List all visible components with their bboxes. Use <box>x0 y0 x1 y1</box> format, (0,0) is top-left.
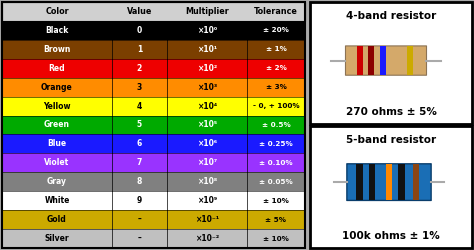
Text: Orange: Orange <box>41 83 73 92</box>
Text: 7: 7 <box>137 158 142 167</box>
Text: ×10⁸: ×10⁸ <box>197 177 217 186</box>
Text: 100k ohms ± 1%: 100k ohms ± 1% <box>342 231 440 241</box>
Text: Gray: Gray <box>47 177 67 186</box>
Text: ± 20%: ± 20% <box>263 28 289 34</box>
Bar <box>2 172 305 191</box>
Text: ×10⁴: ×10⁴ <box>197 102 217 110</box>
Text: 9: 9 <box>137 196 142 205</box>
Text: 4-band resistor: 4-band resistor <box>346 11 436 21</box>
Text: 1: 1 <box>137 45 142 54</box>
Text: - 0, + 100%: - 0, + 100% <box>253 103 299 109</box>
Text: Value: Value <box>127 7 152 16</box>
Bar <box>407 46 413 75</box>
Text: ×10²: ×10² <box>197 64 217 73</box>
Bar <box>2 78 305 96</box>
Text: ± 2%: ± 2% <box>265 65 286 71</box>
Bar <box>310 2 472 124</box>
Text: ± 3%: ± 3% <box>265 84 286 90</box>
Text: Violet: Violet <box>45 158 70 167</box>
Bar <box>369 164 375 200</box>
Bar <box>2 134 305 154</box>
Bar <box>2 191 305 210</box>
Text: ± 10%: ± 10% <box>263 198 289 204</box>
Text: Gold: Gold <box>47 215 67 224</box>
Bar <box>2 96 305 116</box>
Text: ×10⁷: ×10⁷ <box>197 158 217 167</box>
Text: Brown: Brown <box>43 45 71 54</box>
Text: ×10⁻²: ×10⁻² <box>195 234 219 243</box>
Text: Green: Green <box>44 120 70 130</box>
Text: 4: 4 <box>137 102 142 110</box>
Text: ± 0.05%: ± 0.05% <box>259 179 293 185</box>
Bar <box>356 164 363 200</box>
Text: 3: 3 <box>137 83 142 92</box>
Text: ± 0.10%: ± 0.10% <box>259 160 293 166</box>
Text: 5: 5 <box>137 120 142 130</box>
Text: ×10⁹: ×10⁹ <box>197 196 217 205</box>
Text: Color: Color <box>45 7 69 16</box>
Text: –: – <box>137 234 141 243</box>
Text: ± 1%: ± 1% <box>265 46 286 52</box>
Text: Black: Black <box>46 26 69 35</box>
Text: –: – <box>137 215 141 224</box>
Text: ± 0.25%: ± 0.25% <box>259 141 293 147</box>
Text: 270 ohms ± 5%: 270 ohms ± 5% <box>346 107 437 117</box>
Text: 5-band resistor: 5-band resistor <box>346 135 436 145</box>
Bar <box>386 164 392 200</box>
Text: White: White <box>44 196 70 205</box>
Bar <box>2 154 305 172</box>
Text: ×10³: ×10³ <box>197 83 217 92</box>
Text: ×10⁻¹: ×10⁻¹ <box>195 215 219 224</box>
Text: ± 0.5%: ± 0.5% <box>262 122 291 128</box>
Text: ± 5%: ± 5% <box>265 216 286 222</box>
Text: Multiplier: Multiplier <box>185 7 229 16</box>
Bar <box>2 116 305 134</box>
Text: 0: 0 <box>137 26 142 35</box>
Bar <box>2 59 305 78</box>
Text: Yellow: Yellow <box>43 102 71 110</box>
Text: ×10¹: ×10¹ <box>197 45 217 54</box>
Text: ×10⁶: ×10⁶ <box>197 140 217 148</box>
Text: 6: 6 <box>137 140 142 148</box>
Bar <box>2 2 305 248</box>
Text: Silver: Silver <box>45 234 69 243</box>
Bar <box>2 210 305 229</box>
Bar <box>2 2 305 21</box>
Bar <box>310 126 472 248</box>
Bar <box>2 40 305 59</box>
Text: ×10⁵: ×10⁵ <box>197 120 217 130</box>
FancyBboxPatch shape <box>346 46 427 75</box>
Text: 2: 2 <box>137 64 142 73</box>
Bar <box>2 21 305 40</box>
Bar <box>380 46 386 75</box>
Text: 8: 8 <box>137 177 142 186</box>
FancyBboxPatch shape <box>347 164 431 200</box>
Text: Blue: Blue <box>47 140 66 148</box>
Bar <box>2 229 305 248</box>
Text: Tolerance: Tolerance <box>254 7 298 16</box>
Text: ± 10%: ± 10% <box>263 236 289 242</box>
Bar <box>357 46 363 75</box>
Bar <box>413 164 419 200</box>
Text: Red: Red <box>49 64 65 73</box>
Bar <box>368 46 374 75</box>
Bar <box>399 164 405 200</box>
Text: ×10⁰: ×10⁰ <box>197 26 217 35</box>
